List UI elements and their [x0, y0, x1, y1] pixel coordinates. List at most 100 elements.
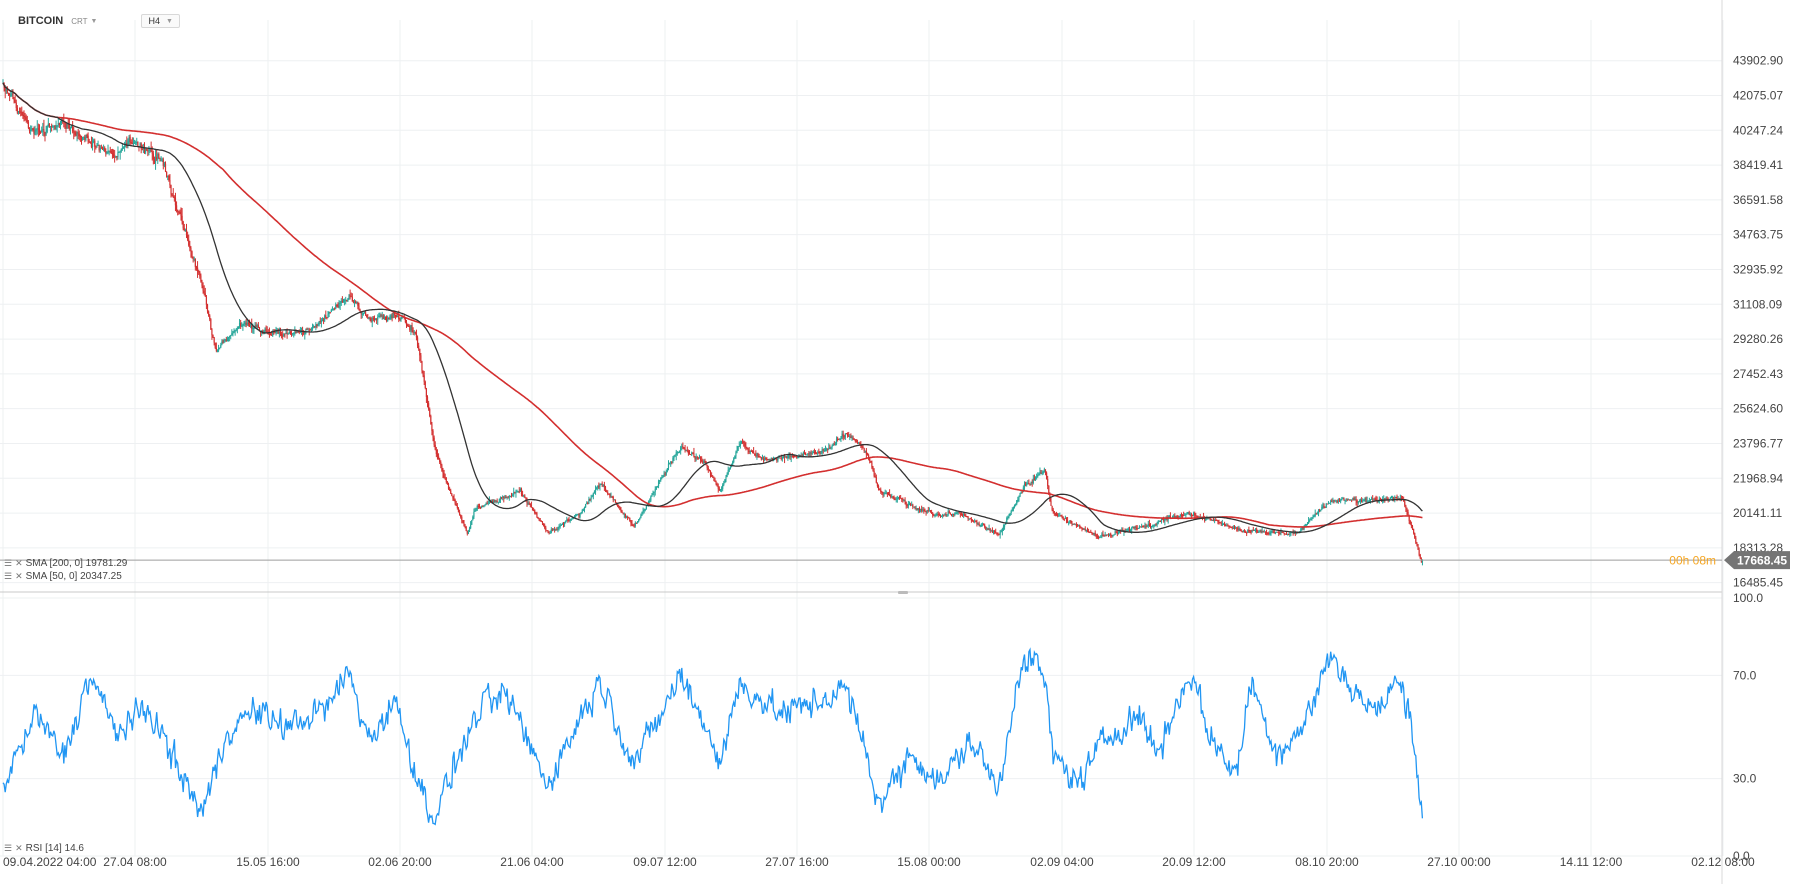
candle-body: [1106, 534, 1108, 536]
candle-body: [349, 295, 351, 297]
candle-body: [160, 160, 162, 162]
candle-body: [372, 318, 374, 320]
candle-body: [17, 111, 20, 113]
candle-body: [687, 450, 690, 454]
candle-body: [1269, 532, 1271, 535]
candle-body: [1277, 531, 1279, 533]
candle-body: [960, 514, 963, 516]
candle-body: [41, 130, 43, 133]
candle-body: [694, 456, 696, 460]
candle-body: [1222, 523, 1225, 525]
candle-body: [175, 205, 178, 210]
candle-body: [225, 339, 227, 342]
candle-body: [253, 327, 255, 329]
close-icon[interactable]: ✕: [15, 571, 23, 581]
candle-body: [523, 495, 525, 497]
candle-body: [1180, 514, 1183, 516]
candle-body: [243, 322, 245, 325]
candle-body: [246, 322, 248, 325]
sma50-line: [2, 82, 1423, 533]
candle-body: [995, 531, 997, 533]
candle-body: [1225, 524, 1227, 527]
candle-body: [357, 302, 359, 306]
candle-body: [926, 509, 928, 513]
candle-body: [632, 524, 634, 526]
candle-body: [473, 511, 475, 517]
candle-body: [271, 334, 273, 336]
candle-body: [789, 454, 791, 457]
candle-body: [509, 496, 512, 498]
candle-body: [303, 330, 305, 335]
candle-body: [137, 141, 139, 147]
candle-body: [753, 451, 755, 454]
indicator-row-rsi[interactable]: ☰ ✕ RSI [14] 14.6: [4, 843, 84, 854]
symbol-name[interactable]: BITCOIN: [18, 15, 64, 27]
candle-body: [1251, 529, 1253, 532]
candle-body: [35, 129, 37, 132]
candle-body: [790, 455, 792, 457]
candle-body: [583, 507, 586, 510]
candle-body: [445, 477, 447, 482]
candle-body: [147, 150, 149, 152]
candle-body: [1337, 500, 1340, 502]
candle-body: [1153, 524, 1155, 526]
candle-body: [1281, 531, 1283, 533]
menu-icon[interactable]: ☰: [4, 843, 13, 853]
candle-body: [1091, 532, 1093, 534]
close-icon[interactable]: ✕: [15, 558, 23, 568]
candle-body: [1335, 500, 1337, 502]
candle-body: [1117, 532, 1120, 535]
candle-body: [613, 499, 615, 501]
menu-icon[interactable]: ☰: [4, 571, 13, 581]
candle-body: [835, 438, 838, 444]
candle-body: [664, 473, 666, 475]
candle-body: [525, 497, 527, 499]
candle-body: [114, 156, 116, 158]
candle-body: [467, 531, 470, 534]
candle-body: [712, 476, 714, 478]
candle-body: [629, 518, 631, 522]
timeframe-selector[interactable]: H4 ▼: [141, 14, 180, 28]
candle-body: [1323, 506, 1325, 508]
candle-body: [421, 361, 423, 371]
candle-body: [1158, 520, 1160, 522]
candle-body: [829, 447, 831, 449]
candle-body: [1412, 528, 1415, 534]
candle-body: [1352, 498, 1354, 500]
candle-body: [922, 509, 924, 511]
candle-body: [1132, 526, 1134, 528]
candle-body: [257, 325, 259, 328]
candle-body: [317, 324, 319, 326]
candle-body: [696, 457, 698, 459]
candle-body: [674, 455, 676, 457]
candle-body: [131, 142, 133, 145]
candle-body: [486, 502, 488, 504]
candle-body: [60, 119, 63, 124]
candle-body: [483, 506, 485, 508]
candle-body: [937, 513, 939, 515]
indicator-row-sma50[interactable]: ☰ ✕ SMA [50, 0] 20347.25: [4, 571, 122, 582]
candle-body: [661, 477, 663, 479]
candle-body: [837, 438, 839, 440]
candle-body: [1086, 529, 1089, 532]
candle-body: [1293, 533, 1295, 535]
close-icon[interactable]: ✕: [15, 843, 23, 853]
menu-icon[interactable]: ☰: [4, 558, 13, 568]
candle-body: [888, 494, 891, 496]
candle-body: [99, 147, 101, 151]
candle-body: [534, 510, 536, 514]
indicator-row-sma200[interactable]: ☰ ✕ SMA [200, 0] 19781.29: [4, 558, 127, 569]
candle-body: [1083, 529, 1085, 531]
candle-body: [984, 524, 986, 527]
candle-body: [36, 128, 38, 130]
candle-body: [24, 116, 26, 118]
candle-body: [456, 505, 458, 508]
candle-body: [1147, 523, 1149, 526]
candle-body: [940, 516, 943, 518]
candle-body: [313, 326, 315, 328]
candle-body: [20, 111, 22, 113]
source-selector[interactable]: CRT ▼: [71, 17, 97, 26]
rsi-line: [2, 647, 1424, 826]
candle-body: [1190, 514, 1192, 516]
